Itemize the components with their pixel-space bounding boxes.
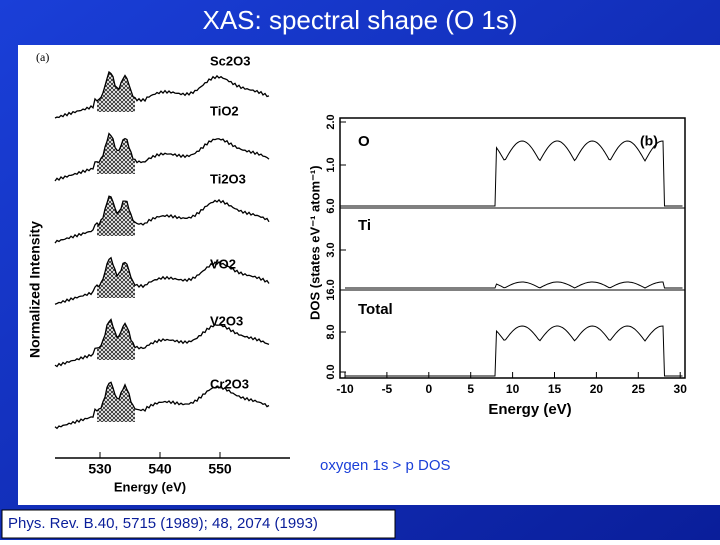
panel-label: (a)	[36, 50, 49, 64]
spectrum-label: Ti2O3	[210, 171, 246, 186]
x-tick-label: 550	[208, 461, 232, 477]
x-tick-label: -5	[382, 382, 393, 396]
spectrum	[54, 195, 270, 244]
x-tick-label: 5	[467, 382, 474, 396]
y-tick-label: 16.0	[325, 279, 337, 300]
x-tick-label: 540	[148, 461, 172, 477]
y-tick-label: 6.0	[325, 198, 337, 213]
panel-name: Ti	[358, 217, 371, 234]
spectrum	[54, 318, 270, 368]
spectrum-label: V2O3	[210, 313, 243, 328]
y-tick-label: 3.0	[325, 242, 337, 257]
panel-b: (b) DOS (states eV⁻¹ atom⁻¹) Energy (eV)…	[307, 114, 687, 418]
spectrum	[54, 381, 270, 430]
spectrum	[54, 132, 270, 182]
spectrum-label: Cr2O3	[210, 376, 249, 391]
caption: oxygen 1s > p DOS	[320, 457, 451, 474]
spectrum-label: Sc2O3	[210, 53, 250, 68]
panel-a: (a) Normalized Intensity Energy (eV) Sc2…	[27, 50, 290, 494]
x-tick-label: 10	[506, 382, 520, 396]
y-tick-label: 0.0	[325, 364, 337, 379]
citation: Phys. Rev. B.40, 5715 (1989); 48, 2074 (…	[8, 515, 318, 532]
dos-curve	[345, 281, 683, 289]
content-area	[18, 45, 720, 505]
dos-curve	[345, 325, 683, 377]
x-axis-label: Energy (eV)	[488, 401, 571, 418]
spectrum-label: VO2	[210, 256, 236, 271]
panel-label: (b)	[640, 133, 658, 149]
x-tick-label: 20	[590, 382, 604, 396]
x-tick-label: 530	[88, 461, 112, 477]
x-tick-label: 25	[632, 382, 646, 396]
x-tick-label: 0	[425, 382, 432, 396]
spectrum	[54, 70, 270, 119]
spectrum	[54, 256, 270, 305]
x-axis-label: Energy (eV)	[114, 479, 186, 494]
y-tick-label: 2.0	[325, 114, 337, 129]
y-tick-label: 1.0	[325, 157, 337, 172]
panel-name: Total	[358, 301, 393, 318]
y-axis-label: Normalized Intensity	[27, 221, 43, 358]
y-tick-label: 8.0	[325, 324, 337, 339]
spectrum-label: TiO2	[210, 103, 239, 118]
panel-name: O	[358, 133, 370, 150]
x-tick-label: 15	[548, 382, 562, 396]
x-tick-label: -10	[336, 382, 354, 396]
citation-box	[1, 509, 396, 539]
y-axis-label: DOS (states eV⁻¹ atom⁻¹)	[307, 165, 322, 320]
x-tick-label: 30	[674, 382, 688, 396]
dos-curve	[345, 140, 683, 207]
slide-title: XAS: spectral shape (O 1s)	[202, 5, 517, 35]
